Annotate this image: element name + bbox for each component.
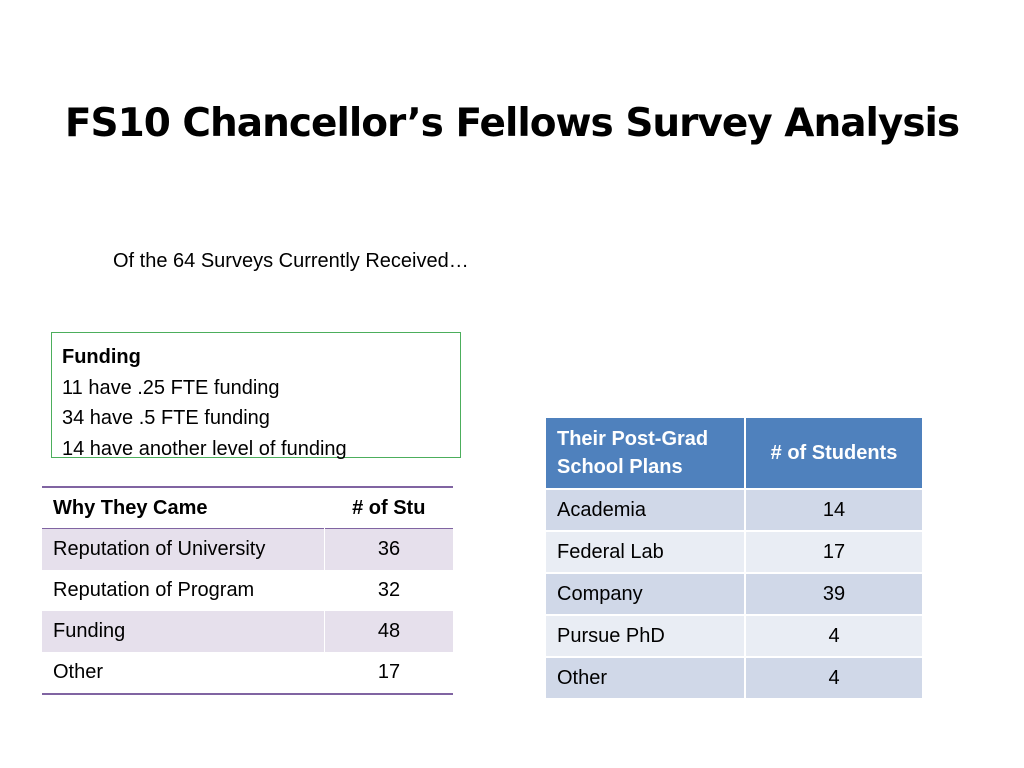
table-header-row: Their Post-Grad School Plans # of Studen… [546,418,922,489]
table-header-row: Why They Came # of Stu [42,487,453,529]
plan-cell: Other [546,656,746,698]
funding-line: 34 have .5 FTE funding [62,407,270,429]
column-header-reason: Why They Came [53,496,208,519]
table-row: Funding 48 [42,611,453,652]
why-they-came-table: Why They Came # of Stu Reputation of Uni… [42,486,453,695]
count-cell: 39 [745,572,922,615]
post-grad-plans-table: Their Post-Grad School Plans # of Studen… [546,418,922,698]
count-cell: 48 [324,611,453,652]
funding-heading: Funding [62,346,141,368]
count-cell: 36 [324,528,453,570]
plan-cell: Academia [546,488,746,531]
reason-cell: Other [53,661,104,683]
table-row: Pursue PhD 4 [546,614,922,657]
column-header-students: # of Students [745,418,922,489]
reason-cell: Reputation of University [42,528,325,570]
count-cell: 17 [324,652,453,694]
count-cell: 17 [745,530,922,573]
plan-cell: Pursue PhD [546,614,746,657]
plan-cell: Company [546,572,746,615]
plan-cell: Federal Lab [546,530,746,573]
count-cell: 4 [745,614,922,657]
funding-summary-box: Funding 11 have .25 FTE funding 34 have … [51,332,461,460]
column-header-count: # of Stu [352,496,426,519]
reason-cell: Reputation of Program [53,579,255,601]
table-row: Other 4 [546,656,922,698]
funding-line: 14 have another level of funding [62,437,347,460]
table-row: Other 17 [42,652,453,694]
count-cell: 4 [745,656,922,698]
funding-line: 11 have .25 FTE funding [62,376,280,399]
column-header-plan: Their Post-Grad School Plans [546,418,746,489]
count-cell: 14 [745,488,922,531]
table-row: Academia 14 [546,488,922,531]
survey-count-subtitle: Of the 64 Surveys Currently Received… [113,250,469,272]
table-row: Reputation of University 36 [42,528,453,570]
table-row: Federal Lab 17 [546,530,922,573]
slide-title: FS10 Chancellor’s Fellows Survey Analysi… [64,101,960,146]
reason-cell: Funding [42,611,325,652]
table-row: Company 39 [546,572,922,615]
count-cell: 32 [324,570,453,611]
table-row: Reputation of Program 32 [42,570,453,611]
